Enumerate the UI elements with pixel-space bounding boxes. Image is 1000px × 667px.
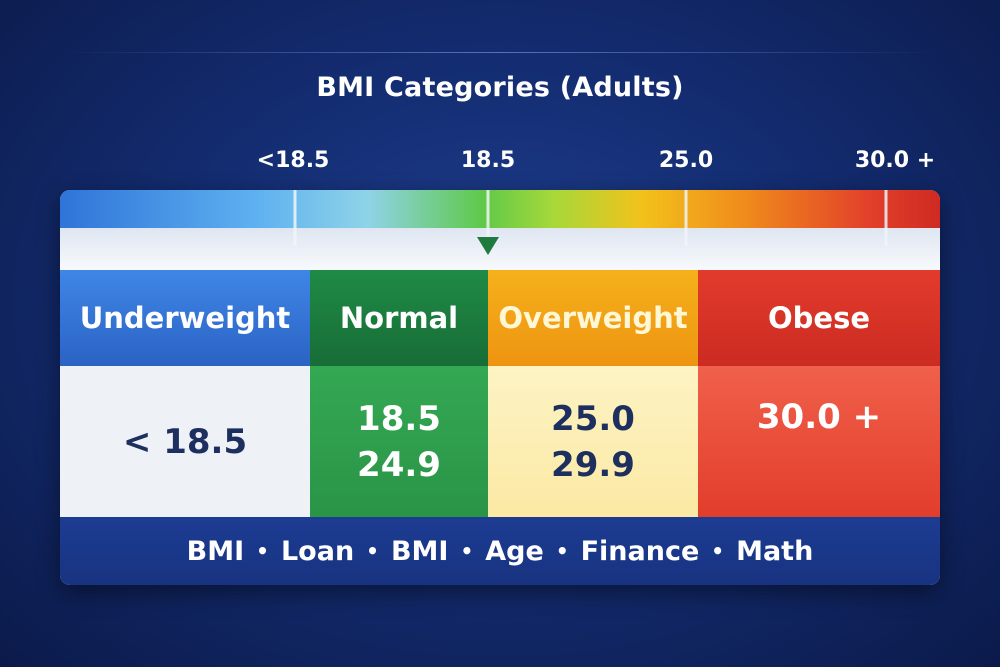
range-line: 30.0 + [756,397,882,437]
tick-marker [293,190,297,246]
category-obese: Obese 30.0 + [698,270,940,517]
footer-tag: Math [736,535,814,567]
footer-tags: BMI • Loan • BMI • Age • Finance • Math [60,517,940,585]
footer-tag: Loan [280,535,355,567]
tick-label-normal: 18.5 [460,148,516,173]
range-line: 25.0 [551,398,635,439]
footer-tag: Age [485,535,544,567]
category-underweight: Underweight < 18.5 [60,270,310,517]
separator-dot-icon: • [555,539,569,563]
category-range: < 18.5 [60,366,310,517]
tick-marker [684,190,688,246]
category-range: 25.0 29.9 [488,366,698,517]
category-normal: Normal 18.5 24.9 [310,270,488,517]
category-range: 18.5 24.9 [310,366,488,517]
tick-marker [884,190,888,246]
tick-label-underweight: <18.5 [256,148,330,173]
pointer-triangle-icon [477,237,499,255]
footer-tag: BMI [186,535,245,567]
category-range: 30.0 + [698,366,940,517]
bmi-gradient-bar [60,190,940,228]
top-divider [60,52,940,53]
category-name: Underweight [60,270,310,366]
category-overweight: Overweight 25.0 29.9 [488,270,698,517]
range-line: < 18.5 [122,421,248,462]
separator-dot-icon: • [256,539,269,563]
footer-tag: BMI [390,535,449,567]
category-name: Obese [698,270,940,366]
range-line: 18.5 [357,398,441,439]
tick-label-overweight: 25.0 [658,148,714,173]
page-title: BMI Categories (Adults) [316,72,684,103]
category-columns: Underweight < 18.5 Normal 18.5 24.9 Over… [60,270,940,517]
tick-label-obese: 30.0 + [854,148,936,173]
range-line: 24.9 [357,444,441,485]
bmi-scale-strip [60,228,940,270]
footer-tag: Finance [580,535,700,567]
separator-dot-icon: • [711,539,725,563]
bmi-chart-panel: Underweight < 18.5 Normal 18.5 24.9 Over… [60,190,940,585]
tick-marker [486,190,490,246]
category-name: Normal [310,270,488,366]
category-name: Overweight [488,270,698,366]
separator-dot-icon: • [460,539,474,563]
range-line: 29.9 [551,444,635,485]
separator-dot-icon: • [366,539,379,563]
